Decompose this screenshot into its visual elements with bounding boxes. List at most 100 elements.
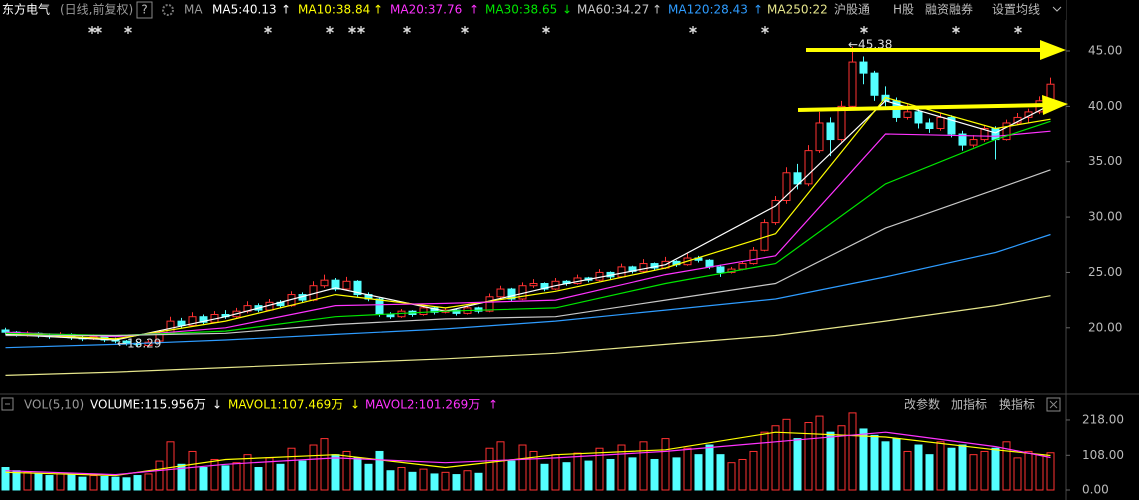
volume-bar (529, 450, 538, 491)
candle-body (144, 341, 153, 346)
menu-bg (832, 0, 1066, 20)
volume-bar (474, 472, 483, 491)
volume-bar (771, 425, 780, 491)
volume-bar (188, 450, 197, 491)
candle-body (804, 150, 813, 185)
volume-bar (870, 434, 879, 491)
drawn-arrows (797, 40, 1068, 115)
menu-item[interactable]: 设置均线 (992, 3, 1040, 17)
volume-bar (595, 447, 604, 491)
volume-bar (628, 457, 637, 491)
volume-bar (793, 438, 802, 491)
volume-bar (144, 473, 153, 491)
candle-body (859, 61, 868, 74)
volume-bar (661, 438, 670, 491)
volume-bar (243, 454, 252, 491)
period: (日线,前复权) (60, 2, 133, 17)
volume-bar (166, 441, 175, 491)
candle-body (419, 307, 428, 316)
stock-name: 东方电气 (2, 2, 50, 17)
candle-body (738, 263, 747, 270)
ma-legend-arrow: ↓ (562, 3, 572, 17)
volume-bar (914, 444, 923, 491)
candle-body (705, 259, 714, 268)
settings-icon[interactable] (162, 4, 174, 16)
volume-bar (133, 475, 142, 491)
volume-bar (980, 450, 989, 491)
volume-bar (265, 457, 274, 491)
vol-label: VOLUME:115.956万 (90, 398, 206, 412)
ma-line (5, 100, 1051, 341)
volume-bar (705, 444, 714, 491)
candle-body (914, 111, 923, 124)
candle-body (947, 116, 956, 135)
y-tick-label: 20.00 (1088, 320, 1122, 334)
candle-body (991, 128, 1000, 141)
volume-bar (12, 470, 21, 491)
candle-body (507, 288, 516, 300)
volume-bar (903, 450, 912, 491)
candle-body (771, 199, 780, 224)
volume-bar (958, 444, 967, 491)
volume-bar (56, 473, 65, 491)
ma-line (5, 120, 1051, 337)
volume-bar (1035, 454, 1044, 491)
vol-button[interactable]: 加指标 (951, 397, 987, 412)
help[interactable]: ? (141, 3, 147, 17)
menu-item[interactable]: H股 (893, 3, 914, 17)
ma-legend-arrow: ↑ (753, 3, 763, 17)
candle-body (782, 172, 791, 201)
vol-legend-item: MAVOL1:107.469万 (228, 398, 343, 412)
candle-body (375, 298, 384, 315)
ma-legend-item: MA30:38.65 (485, 3, 557, 17)
volume-bar (199, 467, 208, 491)
vol-tick-label: 218.00 (1082, 412, 1124, 426)
volume-bar (848, 412, 857, 491)
collapse-box[interactable] (1, 397, 14, 411)
volume-bar (760, 431, 769, 491)
vol-legend-arrow: ↑ (488, 398, 498, 412)
volume-bar (782, 418, 791, 491)
volume-bar (881, 441, 890, 491)
ma-label: MA (184, 3, 203, 17)
candle-body (848, 61, 857, 107)
y-tick-label: 35.00 (1088, 154, 1122, 168)
volume-bar (804, 422, 813, 491)
menu-item[interactable]: 融资融券 (925, 2, 973, 17)
volume-bar (408, 471, 417, 491)
low-annotation: ←18.29 (117, 337, 161, 351)
vol-button[interactable]: 换指标 (999, 397, 1035, 412)
volume-bar (111, 476, 120, 491)
vol-tick-label: 108.00 (1082, 448, 1124, 462)
volume-bar (45, 475, 54, 491)
candle-body (903, 111, 912, 118)
candle-body (749, 249, 758, 265)
volume-bar (716, 454, 725, 491)
volume-bar (419, 468, 428, 491)
candle-body (496, 288, 505, 298)
ma-legend-item: MA5:40.13 (212, 3, 277, 17)
vol-button[interactable]: 改参数 (904, 397, 940, 412)
ma-legend-item: MA250:22 (767, 3, 828, 17)
volume-bar (342, 450, 351, 491)
volume-bar (78, 476, 87, 491)
close-icon[interactable] (1049, 400, 1058, 409)
ma-legend-arrow: ↑ (469, 3, 479, 17)
volume-bar (1046, 452, 1055, 491)
candle-body (452, 309, 461, 314)
help-box[interactable] (136, 1, 153, 19)
ma-line (5, 295, 1051, 376)
close-box[interactable] (1046, 397, 1061, 412)
y-tick-label: 40.00 (1088, 99, 1122, 113)
candle-body (925, 122, 934, 130)
volume-bar (826, 431, 835, 491)
candle-body (320, 279, 329, 287)
volume-bar (639, 441, 648, 491)
menu-item[interactable]: 沪股通 (834, 3, 870, 17)
ma-legend-arrow: ↑ (652, 3, 662, 17)
volume-bar (727, 462, 736, 491)
menu-chevron[interactable] (1052, 6, 1062, 12)
candle-body (331, 279, 340, 290)
volume-bar (1, 467, 10, 491)
volume-bar (496, 441, 505, 491)
